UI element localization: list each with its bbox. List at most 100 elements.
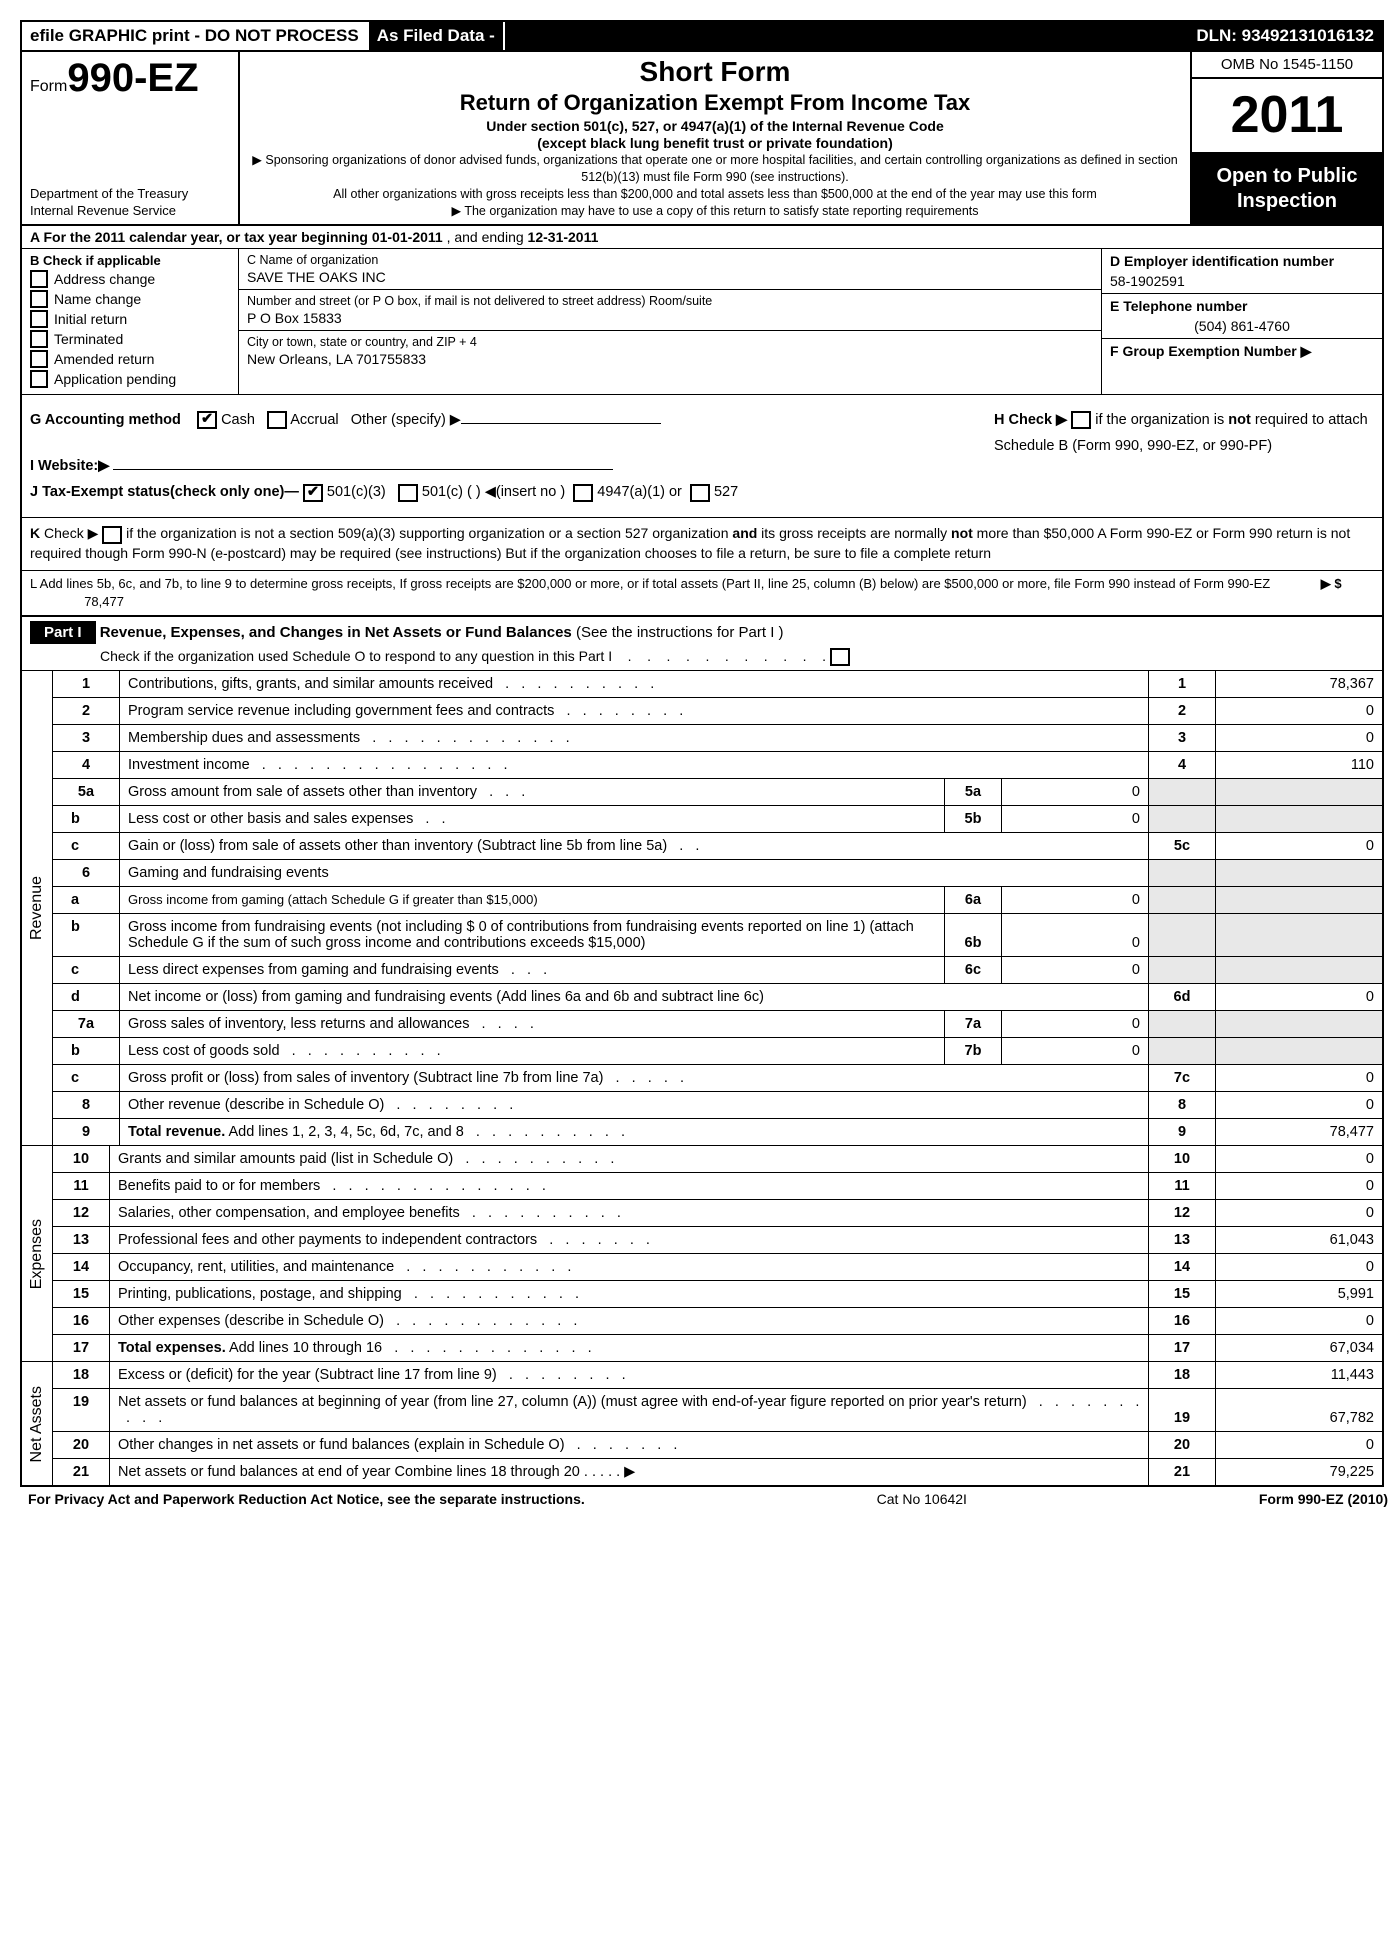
- tax-year: 2011: [1192, 79, 1382, 154]
- box: 17: [1149, 1335, 1216, 1362]
- ln: 21: [53, 1459, 110, 1486]
- form-990ez: efile GRAPHIC print - DO NOT PROCESS As …: [20, 20, 1384, 1487]
- org-name-lbl: C Name of organization: [247, 253, 1093, 267]
- row-19: 19Net assets or fund balances at beginni…: [53, 1389, 1382, 1432]
- form-number: Form990-EZ: [30, 56, 230, 101]
- 501c-checkbox[interactable]: [398, 484, 418, 502]
- j1: 501(c)(3): [327, 484, 386, 500]
- j2: 501(c) ( ) ◀(insert no ): [422, 484, 565, 500]
- 501c3-checkbox[interactable]: ✔: [303, 484, 323, 502]
- ln: 19: [53, 1389, 110, 1432]
- l-amt-lbl: ▶ $: [1321, 576, 1342, 591]
- chk-lbl: Application pending: [54, 371, 176, 387]
- desc: Printing, publications, postage, and shi…: [110, 1281, 1149, 1308]
- ln: b: [53, 914, 120, 957]
- row-15: 15Printing, publications, postage, and s…: [53, 1281, 1382, 1308]
- form-num: 990-EZ: [67, 56, 198, 100]
- line-g: G Accounting method ✔ Cash Accrual Other…: [30, 407, 984, 433]
- desc: Gross profit or (loss) from sales of inv…: [120, 1065, 1149, 1092]
- ln: 15: [53, 1281, 110, 1308]
- j-lbl: J Tax-Exempt status(check only one)—: [30, 484, 299, 500]
- g-other: Other (specify) ▶: [351, 412, 461, 428]
- desc: Investment income . . . . . . . . . . . …: [120, 752, 1149, 779]
- header-right: OMB No 1545-1150 2011 Open to Public Ins…: [1190, 52, 1382, 224]
- l-text: L Add lines 5b, 6c, and 7b, to line 9 to…: [30, 576, 1270, 591]
- row-6b: bGross income from fundraising events (n…: [53, 914, 1382, 957]
- title1: Short Form: [250, 56, 1180, 88]
- val: 0: [1216, 698, 1383, 725]
- ln: 6: [53, 860, 120, 887]
- ln: b: [53, 1038, 120, 1065]
- mbox: 5b: [945, 806, 1002, 833]
- val: 67,034: [1216, 1335, 1383, 1362]
- street-cell: Number and street (or P O box, if mail i…: [239, 290, 1101, 331]
- schedo-checkbox[interactable]: [830, 648, 850, 666]
- street-lbl: Number and street (or P O box, if mail i…: [247, 294, 1093, 308]
- val: 67,782: [1216, 1389, 1383, 1432]
- tel-lbl: E Telephone number: [1110, 298, 1374, 314]
- 527-checkbox[interactable]: [690, 484, 710, 502]
- val: [1216, 806, 1383, 833]
- box: [1149, 887, 1216, 914]
- val: 11,443: [1216, 1362, 1383, 1389]
- h1: H Check ▶: [994, 412, 1067, 428]
- desc: Total expenses. Add lines 10 through 16 …: [110, 1335, 1149, 1362]
- mbox: 6a: [945, 887, 1002, 914]
- chk-pending[interactable]: Application pending: [30, 370, 230, 388]
- h-checkbox[interactable]: [1071, 411, 1091, 429]
- box: 3: [1149, 725, 1216, 752]
- ln: 20: [53, 1432, 110, 1459]
- k-checkbox[interactable]: [102, 526, 122, 544]
- desc: Excess or (deficit) for the year (Subtra…: [110, 1362, 1149, 1389]
- part1-badge: Part I: [30, 621, 96, 644]
- cash-checkbox[interactable]: ✔: [197, 411, 217, 429]
- row-8: 8Other revenue (describe in Schedule O) …: [53, 1092, 1382, 1119]
- section-k: K Check ▶ if the organization is not a s…: [22, 518, 1382, 570]
- accrual-checkbox[interactable]: [267, 411, 287, 429]
- ghij-right: H Check ▶ if the organization is not req…: [994, 407, 1374, 505]
- row-10: 10Grants and similar amounts paid (list …: [53, 1146, 1382, 1173]
- ln: c: [53, 1065, 120, 1092]
- chk-terminated[interactable]: Terminated: [30, 330, 230, 348]
- 4947-checkbox[interactable]: [573, 484, 593, 502]
- dept1: Department of the Treasury: [30, 186, 230, 203]
- val: 0: [1216, 1254, 1383, 1281]
- box: [1149, 957, 1216, 984]
- box: 20: [1149, 1432, 1216, 1459]
- chk-name[interactable]: Name change: [30, 290, 230, 308]
- box: 7c: [1149, 1065, 1216, 1092]
- chk-lbl: Address change: [54, 271, 155, 287]
- footer: For Privacy Act and Paperwork Reduction …: [20, 1487, 1396, 1511]
- mval: 0: [1002, 1038, 1149, 1065]
- box: 5c: [1149, 833, 1216, 860]
- ghij-left: G Accounting method ✔ Cash Accrual Other…: [30, 407, 984, 505]
- row-5a: 5aGross amount from sale of assets other…: [53, 779, 1382, 806]
- ln: c: [53, 957, 120, 984]
- ln: 7a: [53, 1011, 120, 1038]
- chk-initial[interactable]: Initial return: [30, 310, 230, 328]
- side-na-lbl: Net Assets: [28, 1386, 46, 1462]
- row-5b: bLess cost or other basis and sales expe…: [53, 806, 1382, 833]
- mbox: 6c: [945, 957, 1002, 984]
- desc: Other expenses (describe in Schedule O) …: [110, 1308, 1149, 1335]
- line-i: I Website:▶: [30, 453, 984, 479]
- open2: Inspection: [1196, 189, 1378, 214]
- row-5c: cGain or (loss) from sale of assets othe…: [53, 833, 1382, 860]
- ln: c: [53, 833, 120, 860]
- ln: 4: [53, 752, 120, 779]
- desc: Gross income from fundraising events (no…: [120, 914, 945, 957]
- ln: b: [53, 806, 120, 833]
- chk-address[interactable]: Address change: [30, 270, 230, 288]
- checkbox-icon: [30, 270, 48, 288]
- line-a: A For the 2011 calendar year, or tax yea…: [22, 226, 1382, 249]
- ln: 8: [53, 1092, 120, 1119]
- box: 11: [1149, 1173, 1216, 1200]
- val: 0: [1216, 984, 1383, 1011]
- open1: Open to Public: [1196, 164, 1378, 189]
- city-val: New Orleans, LA 701755833: [247, 349, 1093, 367]
- chk-amended[interactable]: Amended return: [30, 350, 230, 368]
- val: 0: [1216, 833, 1383, 860]
- row-6c: cLess direct expenses from gaming and fu…: [53, 957, 1382, 984]
- col-b: B Check if applicable Address change Nam…: [22, 249, 239, 394]
- revenue-table: 1Contributions, gifts, grants, and simil…: [53, 671, 1382, 1145]
